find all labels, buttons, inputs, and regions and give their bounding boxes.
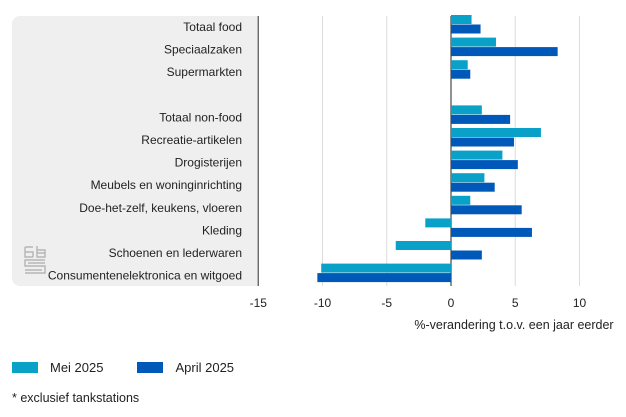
category-label: Consumentenelektronica en witgoed [48,269,242,283]
x-tick-label: -15 [250,296,268,310]
bar-mei [451,195,471,205]
category-label: Meubels en woninginrichting [91,178,242,192]
category-label: Supermarkten [167,65,242,79]
legend-label-april: April 2025 [175,360,235,375]
x-tick-label: 0 [448,296,455,310]
bar-april [451,227,532,237]
bar-april [451,250,482,260]
bar-april [451,47,558,57]
bar-mei [451,173,485,183]
category-label: Drogisterijen [175,156,242,170]
category-label: Recreatie-artikelen [141,133,242,147]
x-tick-label: -5 [381,296,392,310]
bar-april [317,273,451,283]
category-label: Speciaalzaken [164,43,242,57]
bar-april [451,182,495,192]
category-label-panel [12,16,257,286]
category-label: Totaal non-food [159,110,242,124]
bar-april [451,114,511,124]
bar-mei [451,15,472,24]
legend: Mei 2025 April 2025 [12,360,268,375]
category-label: Doe-het-zelf, keukens, vloeren [79,201,242,215]
bar-mei [321,263,451,273]
bar-april [451,24,481,34]
bar-mei [451,128,541,137]
x-tick-label: -10 [314,296,332,310]
legend-item-mei: Mei 2025 [12,360,103,375]
bar-mei [451,37,496,47]
legend-swatch-mei [12,362,38,373]
category-label: Schoenen en lederwaren [109,246,242,260]
x-tick-label: 5 [512,296,519,310]
bar-mei [395,241,451,250]
legend-label-mei: Mei 2025 [50,360,104,375]
category-label: Kleding [202,223,242,237]
x-axis-title: %-verandering t.o.v. een jaar eerder [414,318,613,332]
category-label: Totaal food [183,20,242,34]
bar-mei [425,218,451,228]
footnote: * exclusief tankstations [12,391,140,405]
x-tick-label: 10 [573,296,587,310]
bar-april [451,205,522,215]
bar-april [451,160,518,170]
bar-mei [451,105,482,115]
bar-april [451,69,471,79]
legend-swatch-april [137,362,164,373]
bar-mei [451,150,503,160]
bar-chart: Totaal food Speciaalzaken Supermarkten Tota… [48,15,614,332]
bar-mei [451,60,468,70]
bar-april [451,137,514,147]
cbs-logo-icon [24,246,46,274]
legend-item-april: April 2025 [137,360,234,375]
